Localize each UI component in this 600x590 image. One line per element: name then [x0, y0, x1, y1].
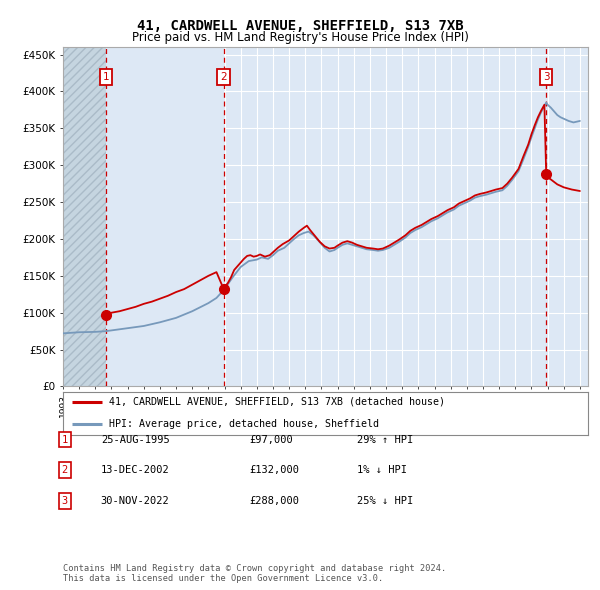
Text: 2: 2 — [62, 466, 68, 475]
Text: 25-AUG-1995: 25-AUG-1995 — [101, 435, 170, 444]
Bar — [63, 47, 106, 386]
Text: HPI: Average price, detached house, Sheffield: HPI: Average price, detached house, Shef… — [109, 419, 379, 429]
Text: 41, CARDWELL AVENUE, SHEFFIELD, S13 7XB: 41, CARDWELL AVENUE, SHEFFIELD, S13 7XB — [137, 19, 463, 33]
Text: 30-NOV-2022: 30-NOV-2022 — [101, 496, 170, 506]
Text: 3: 3 — [543, 72, 550, 81]
Text: 13-DEC-2002: 13-DEC-2002 — [101, 466, 170, 475]
Text: 1: 1 — [62, 435, 68, 444]
Text: 3: 3 — [62, 496, 68, 506]
Text: Contains HM Land Registry data © Crown copyright and database right 2024.
This d: Contains HM Land Registry data © Crown c… — [63, 563, 446, 583]
Text: £288,000: £288,000 — [249, 496, 299, 506]
Text: £97,000: £97,000 — [249, 435, 293, 444]
Text: Price paid vs. HM Land Registry's House Price Index (HPI): Price paid vs. HM Land Registry's House … — [131, 31, 469, 44]
Text: £132,000: £132,000 — [249, 466, 299, 475]
Bar — [106, 47, 224, 386]
Text: 1: 1 — [103, 72, 109, 81]
Text: 41, CARDWELL AVENUE, SHEFFIELD, S13 7XB (detached house): 41, CARDWELL AVENUE, SHEFFIELD, S13 7XB … — [109, 396, 445, 407]
Text: 25% ↓ HPI: 25% ↓ HPI — [357, 496, 413, 506]
Text: 1% ↓ HPI: 1% ↓ HPI — [357, 466, 407, 475]
Text: 2: 2 — [220, 72, 227, 81]
Text: 29% ↑ HPI: 29% ↑ HPI — [357, 435, 413, 444]
